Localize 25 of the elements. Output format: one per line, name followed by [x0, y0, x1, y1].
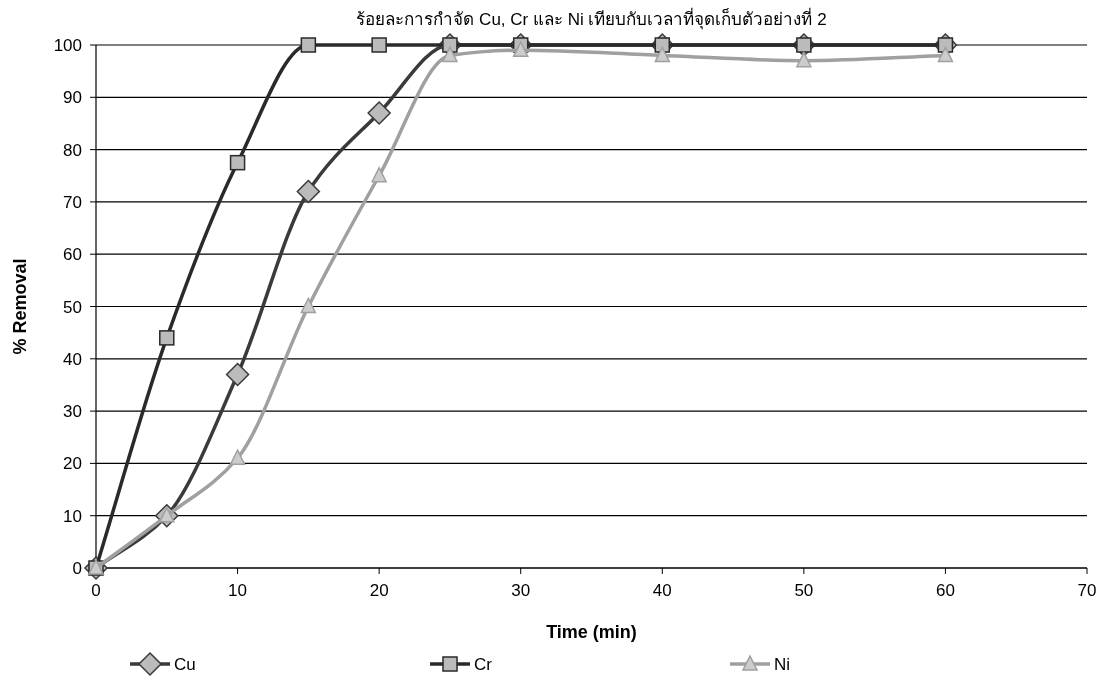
legend-label: Ni	[774, 655, 791, 674]
y-tick-label: 50	[63, 297, 82, 317]
y-tick-label: 70	[63, 192, 82, 212]
x-tick-label: 50	[794, 581, 814, 600]
x-axis-title: Time (min)	[546, 622, 637, 642]
x-tick-label: 30	[511, 581, 531, 600]
y-tick-label: 0	[72, 559, 82, 578]
y-tick-label: 30	[63, 402, 82, 422]
y-tick-label: 10	[63, 506, 82, 526]
y-tick-label: 80	[63, 140, 82, 160]
y-tick-label: 90	[63, 88, 82, 108]
legend-label: Cu	[174, 655, 196, 674]
x-tick-label: 60	[935, 581, 955, 600]
y-tick-label: 100	[53, 36, 82, 55]
chart-title: ร้อยละการกำจัด Cu, Cr และ Ni เทียบกับเวลาที่จุดเก็บตัวอย่างที่ 2	[356, 7, 827, 30]
x-tick-label: 40	[652, 581, 672, 600]
x-tick-label: 0	[91, 581, 101, 600]
y-tick-label: 60	[63, 245, 82, 265]
y-tick-label: 20	[63, 454, 82, 474]
legend-label: Cr	[474, 655, 493, 674]
x-tick-label: 20	[369, 581, 389, 600]
y-tick-label: 40	[63, 349, 82, 369]
x-tick-label: 10	[228, 581, 248, 600]
y-axis-title: % Removal	[10, 258, 30, 355]
x-tick-label: 70	[1077, 581, 1097, 600]
